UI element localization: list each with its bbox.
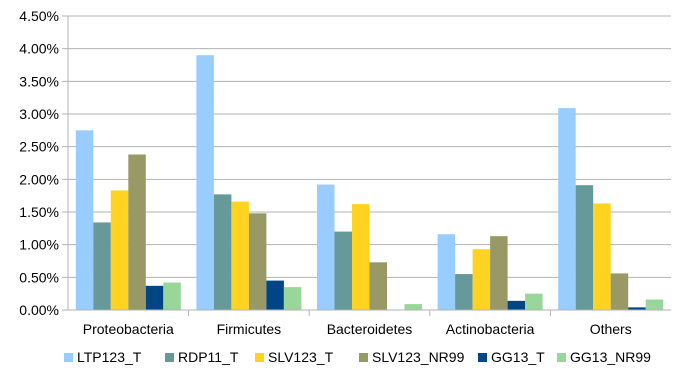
legend-swatch [478,353,487,362]
legend-label: GG13_T [491,349,545,365]
bar-ltp123-t [558,108,576,311]
bar-slv123-nr99 [610,273,629,310]
y-tick-label: 0.00% [19,302,59,318]
y-tick-labels: 0.00% 0.50% 1.00% 1.50% 2.00% 2.50% 3.00% 3.50%… [19,8,59,318]
legend-swatch [165,353,174,362]
legend-swatch [359,353,368,362]
legend-label: RDP11_T [178,349,239,365]
legend-label: GG13_NR99 [570,349,651,365]
bar-gg13-t [507,300,526,310]
bar-ltp123-t [196,55,214,311]
bar-gg13-nr99 [163,282,181,310]
y-tick-label: 3.00% [19,106,59,122]
bar-rdp11-t [334,231,352,310]
x-category-label: Firmicutes [217,321,282,337]
bar-slv123-t [472,249,491,310]
bar-slv123-nr99 [369,262,387,310]
x-category-label: Actinobacteria [446,321,535,337]
bar-gg13-nr99 [283,287,302,310]
x-category-labels: Proteobacteria Firmicutes Bacteroidetes Act… [83,321,632,337]
bar-slv123-t [352,204,370,310]
axes [67,16,671,316]
y-tick-label: 3.50% [19,73,59,89]
legend-swatch [557,353,566,362]
bar-slv123-nr99 [128,154,146,310]
bar-gg13-t [145,285,164,310]
bar-slv123-t [110,190,129,310]
bar-gg13-nr99 [645,299,664,310]
bar-slv123-t [231,201,249,310]
bar-gg13-t [628,307,646,310]
bar-gg13-t [266,280,284,310]
legend-label: SLV123_NR99 [372,349,465,365]
y-tick-label: 0.50% [19,269,59,285]
y-tick-label: 1.50% [19,204,59,220]
x-category-label: Others [590,321,632,337]
bar-ltp123-t [75,130,94,310]
y-tick-label: 4.00% [19,41,59,57]
y-tick-label: 4.50% [19,8,59,24]
bar-rdp11-t [93,222,111,310]
bar-gg13-nr99 [525,293,543,310]
bar-slv123-t [593,203,611,310]
bar-ltp123-t [437,234,456,310]
legend-swatch [64,353,73,362]
x-category-label: Proteobacteria [83,321,174,337]
y-tick-label: 2.50% [19,139,59,155]
bar-rdp11-t [455,274,473,310]
legend: LTP123_T RDP11_T SLV123_T SLV123_NR99 GG13_T… [64,349,651,365]
x-category-label: Bacteroidetes [327,321,413,337]
y-tick-label: 2.00% [19,171,59,187]
y-tick-label: 1.00% [19,237,59,253]
bars [75,55,664,311]
bar-ltp123-t [317,184,335,310]
legend-swatch [255,353,264,362]
legend-label: SLV123_T [268,349,334,365]
bar-gg13-nr99 [404,304,422,310]
bar-rdp11-t [213,194,232,310]
legend-label: LTP123_T [77,349,142,365]
bar-slv123-nr99 [248,213,267,310]
bar-slv123-nr99 [490,236,508,310]
bar-rdp11-t [575,185,594,310]
